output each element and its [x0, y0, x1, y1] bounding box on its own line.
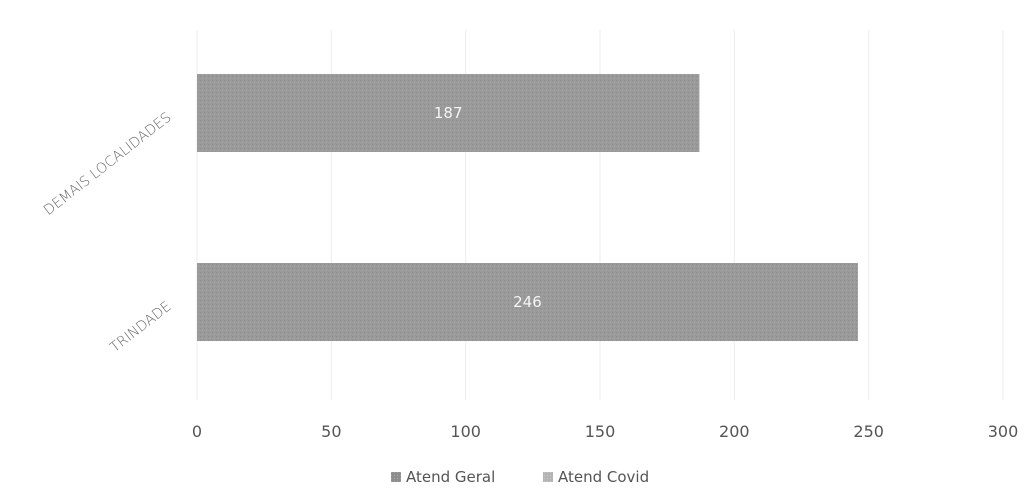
legend-swatch [391, 472, 401, 482]
bar-atend-geral [197, 263, 858, 341]
data-label: 246 [513, 293, 542, 311]
legend-label: Atend Covid [558, 468, 649, 486]
data-labels: 187 246 [434, 104, 542, 311]
x-tick-label: 100 [450, 422, 481, 441]
x-tick-label: 50 [321, 422, 341, 441]
category-axis: DEMAIS LOCALIDADES TRINDADE [41, 110, 175, 356]
category-label: DEMAIS LOCALIDADES [41, 110, 175, 219]
bar-atend-geral [197, 74, 700, 152]
x-tick-label: 250 [853, 422, 884, 441]
legend: Atend Geral Atend Covid [391, 468, 649, 486]
x-tick-label: 0 [192, 422, 202, 441]
value-axis: 0 50 100 150 200 250 300 [192, 422, 1018, 441]
bars [197, 74, 858, 341]
x-tick-label: 150 [585, 422, 616, 441]
x-tick-label: 200 [719, 422, 750, 441]
data-label: 187 [434, 104, 463, 122]
category-label: TRINDADE [107, 299, 174, 356]
legend-label: Atend Geral [406, 468, 495, 486]
legend-swatch [543, 472, 553, 482]
x-tick-label: 300 [988, 422, 1019, 441]
